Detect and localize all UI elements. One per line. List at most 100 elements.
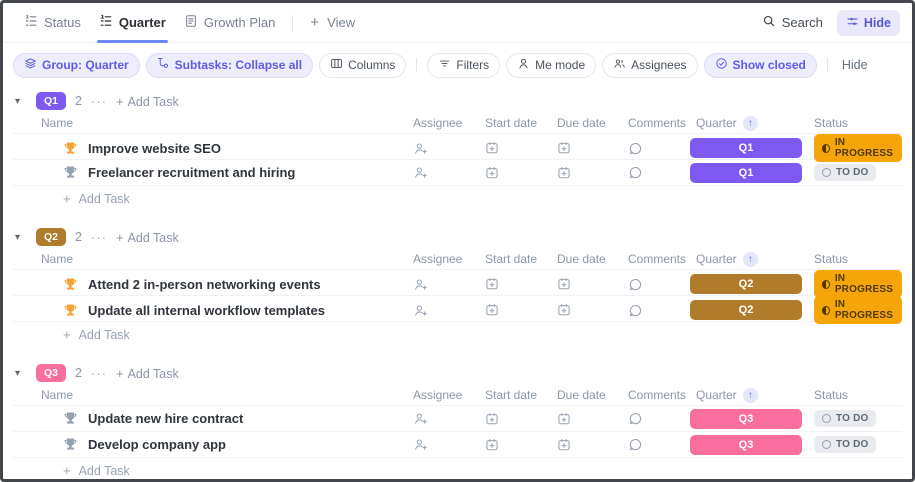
set-due-date-icon[interactable] [557,412,571,426]
status-badge[interactable]: IN PROGRESS [814,134,903,162]
tab-growth-plan[interactable]: Growth Plan [175,3,285,42]
column-header-assignee[interactable]: Assignee [413,116,463,130]
column-header-quarter[interactable]: Quarter ↑ [682,115,806,131]
column-header-due-date[interactable]: Due date [557,388,606,402]
set-start-date-icon[interactable] [485,141,499,155]
quarter-field-pill[interactable]: Q1 [690,138,802,158]
toolbar-pill-me-mode[interactable]: Me mode [506,52,597,78]
collapse-chevron-icon[interactable]: ▾ [15,231,21,243]
add-assignee-icon[interactable] [413,303,428,318]
comments-icon[interactable] [628,303,643,318]
toolbar-pill-group-quarter[interactable]: Group: Quarter [13,52,140,78]
plus-icon: + [63,191,71,206]
column-header-start-date[interactable]: Start date [485,388,538,402]
task-name[interactable]: Update all internal workflow templates [88,302,325,318]
collapse-chevron-icon[interactable]: ▾ [15,95,21,107]
status-badge[interactable]: IN PROGRESS [814,270,903,298]
quarter-field-pill[interactable]: Q2 [690,274,802,294]
column-header-due-date[interactable]: Due date [557,252,606,266]
column-header-quarter[interactable]: Quarter ↑ [682,387,806,403]
column-header-comments[interactable]: Comments [628,116,687,130]
set-due-date-icon[interactable] [557,141,571,155]
set-start-date-icon[interactable] [485,412,499,426]
column-header-name[interactable]: Name [41,388,74,402]
set-start-date-icon[interactable] [485,438,499,452]
add-assignee-icon[interactable] [413,411,428,426]
sort-ascending-icon[interactable]: ↑ [742,387,758,403]
toolbar-pill-filters[interactable]: Filters [427,52,501,78]
quarter-field-pill[interactable]: Q3 [690,434,802,455]
set-due-date-icon[interactable] [557,277,571,291]
column-header-status[interactable]: Status [814,116,849,130]
comments-icon[interactable] [628,411,643,426]
add-task-row[interactable]: + Add Task [63,191,130,206]
status-badge[interactable]: IN PROGRESS [814,296,903,324]
add-assignee-icon[interactable] [413,277,428,292]
tab-status[interactable]: Status [15,3,90,42]
tab-quarter[interactable]: Quarter [90,3,175,43]
column-header-status[interactable]: Status [814,252,849,266]
column-header-assignee[interactable]: Assignee [413,252,463,266]
toolbar-pill-show-closed[interactable]: Show closed [703,52,817,78]
column-header-assignee[interactable]: Assignee [413,388,463,402]
set-due-date-icon[interactable] [557,303,571,317]
add-assignee-icon[interactable] [413,437,428,452]
status-badge[interactable]: TO DO [814,164,877,181]
add-assignee-icon[interactable] [413,141,428,156]
add-view-button[interactable]: + View [310,14,356,31]
group-more-button[interactable]: ··· [90,93,107,109]
column-header-start-date[interactable]: Start date [485,252,538,266]
column-header-start-date[interactable]: Start date [485,116,538,130]
task-name[interactable]: Attend 2 in-person networking events [88,276,321,292]
set-due-date-icon[interactable] [557,438,571,452]
group-add-task-button[interactable]: + Add Task [115,93,179,109]
task-group: ▾ Q3 2 ··· + Add Task Name Assignee Start… [13,361,902,479]
group-quarter-badge[interactable]: Q1 [36,92,67,110]
comments-icon[interactable] [628,141,643,156]
comments-icon[interactable] [628,165,643,180]
column-header-due-date[interactable]: Due date [557,116,606,130]
quarter-field-pill[interactable]: Q3 [690,408,802,429]
add-assignee-icon[interactable] [413,165,428,180]
sort-ascending-icon[interactable]: ↑ [742,115,758,131]
group-quarter-badge[interactable]: Q2 [36,228,67,246]
collapse-chevron-icon[interactable]: ▾ [15,367,21,379]
quarter-field-pill[interactable]: Q1 [690,162,802,183]
add-task-row[interactable]: + Add Task [63,463,130,478]
columns-icon [330,57,343,73]
task-name[interactable]: Freelancer recruitment and hiring [88,165,296,180]
task-name[interactable]: Update new hire contract [88,411,244,426]
status-badge[interactable]: TO DO [814,410,877,427]
toolbar-pill-subtasks-collapse-all[interactable]: Subtasks: Collapse all [145,52,314,78]
toolbar-pill-columns[interactable]: Columns [319,52,407,78]
toolbar-hide-button[interactable]: Hide [841,58,868,72]
set-start-date-icon[interactable] [485,166,499,180]
column-header-status[interactable]: Status [814,388,849,402]
set-due-date-icon[interactable] [557,166,571,180]
task-name[interactable]: Develop company app [88,437,226,452]
group-more-button[interactable]: ··· [90,229,107,245]
quarter-field-pill[interactable]: Q2 [690,300,802,320]
group-add-task-button[interactable]: + Add Task [115,229,179,245]
status-badge[interactable]: TO DO [814,436,877,453]
column-header-name[interactable]: Name [41,252,74,266]
column-header-name[interactable]: Name [41,116,74,130]
search-button[interactable]: Search [762,14,823,31]
column-header-comments[interactable]: Comments [628,252,687,266]
task-name[interactable]: Improve website SEO [88,140,221,156]
group-quarter-badge[interactable]: Q3 [36,364,67,382]
goal-trophy-icon [63,165,78,180]
set-start-date-icon[interactable] [485,303,499,317]
toolbar-pill-assignees[interactable]: Assignees [602,52,698,78]
plus-icon: + [310,14,320,31]
hide-views-button[interactable]: Hide [836,9,900,36]
comments-icon[interactable] [628,277,643,292]
column-header-comments[interactable]: Comments [628,388,687,402]
set-start-date-icon[interactable] [485,277,499,291]
column-header-quarter[interactable]: Quarter ↑ [682,251,806,267]
group-add-task-button[interactable]: + Add Task [115,365,179,381]
sort-ascending-icon[interactable]: ↑ [742,251,758,267]
comments-icon[interactable] [628,437,643,452]
group-more-button[interactable]: ··· [90,365,107,381]
add-task-row[interactable]: + Add Task [63,327,130,342]
